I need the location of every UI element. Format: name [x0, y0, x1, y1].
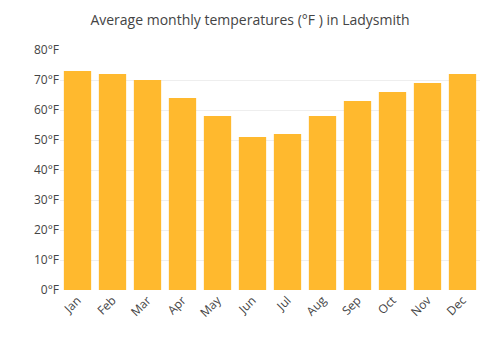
svg-text:May: May	[196, 291, 225, 320]
svg-text:70°F: 70°F	[34, 71, 59, 88]
svg-text:Jan: Jan	[60, 292, 85, 317]
svg-text:0°F: 0°F	[41, 281, 59, 298]
svg-text:50°F: 50°F	[34, 131, 59, 148]
svg-text:60°F: 60°F	[34, 101, 59, 118]
svg-text:Feb: Feb	[93, 292, 119, 318]
svg-text:30°F: 30°F	[34, 191, 59, 208]
svg-text:Mar: Mar	[127, 292, 155, 320]
svg-text:10°F: 10°F	[34, 251, 59, 268]
svg-text:Jul: Jul	[272, 292, 294, 314]
svg-text:Dec: Dec	[443, 292, 470, 319]
svg-text:Aug: Aug	[302, 292, 330, 320]
svg-text:Nov: Nov	[407, 292, 435, 320]
svg-text:40°F: 40°F	[34, 161, 59, 178]
svg-text:Apr: Apr	[164, 292, 190, 318]
svg-text:80°F: 80°F	[34, 41, 59, 58]
svg-text:Average monthly temperatures (: Average monthly temperatures (°F ) in La…	[90, 10, 409, 29]
svg-text:20°F: 20°F	[34, 221, 59, 238]
svg-text:Oct: Oct	[374, 292, 400, 318]
svg-text:Sep: Sep	[338, 292, 365, 319]
svg-text:Jun: Jun	[234, 292, 259, 317]
